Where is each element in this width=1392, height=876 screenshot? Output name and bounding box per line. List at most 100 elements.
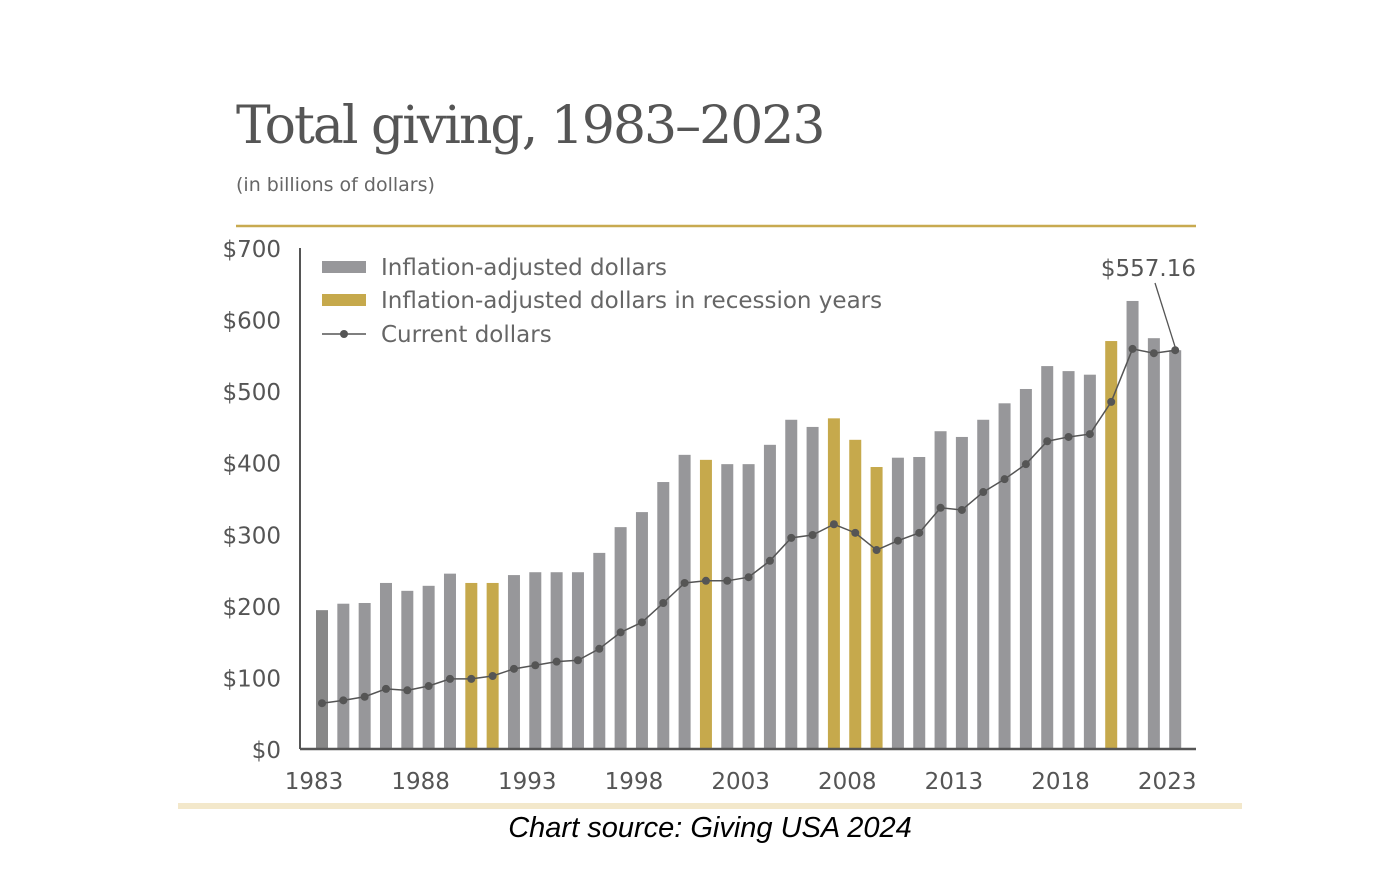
bar-recession xyxy=(699,459,712,749)
current-dollars-point xyxy=(637,618,646,627)
current-dollars-point xyxy=(616,628,625,637)
bar xyxy=(806,426,819,749)
bar-recession xyxy=(827,418,840,749)
bar xyxy=(614,527,627,749)
current-dollars-point xyxy=(787,533,796,542)
x-tick-label: 2023 xyxy=(1138,769,1197,795)
bar xyxy=(785,419,798,749)
bar xyxy=(657,482,670,749)
y-tick-label: $300 xyxy=(222,523,281,549)
bar xyxy=(1147,338,1160,749)
bar xyxy=(891,457,904,749)
current-dollars-point xyxy=(1128,344,1137,353)
bar-recession xyxy=(1105,341,1118,749)
y-tick-label: $200 xyxy=(222,595,281,621)
legend-marker xyxy=(340,330,348,338)
current-dollars-point xyxy=(467,674,476,683)
current-dollars-point xyxy=(1107,397,1116,406)
current-dollars-point xyxy=(381,684,390,693)
bar xyxy=(337,603,350,749)
current-dollars-point xyxy=(1149,349,1158,358)
bar xyxy=(998,403,1011,749)
current-dollars-point xyxy=(723,576,732,585)
current-dollars-point xyxy=(445,674,454,683)
current-dollars-point xyxy=(701,576,710,585)
legend-label: Inflation-adjusted dollars in recession … xyxy=(381,288,882,314)
bar xyxy=(316,610,328,749)
bar-recession xyxy=(849,439,862,749)
current-dollars-point xyxy=(552,657,561,666)
current-dollars-point xyxy=(659,598,668,607)
legend-label: Current dollars xyxy=(381,322,552,348)
bar xyxy=(1062,371,1075,749)
bar xyxy=(742,464,755,749)
current-dollars-point xyxy=(360,692,369,701)
current-dollars-point xyxy=(1021,460,1030,469)
x-tick-label: 2018 xyxy=(1031,769,1090,795)
current-dollars-point xyxy=(318,699,326,708)
bar-recession xyxy=(465,582,478,749)
bar xyxy=(422,585,435,749)
current-dollars-point xyxy=(1064,432,1073,441)
x-tick-label: 1993 xyxy=(498,769,557,795)
bar xyxy=(1083,374,1096,749)
current-dollars-point xyxy=(936,503,945,512)
y-tick-label: $100 xyxy=(222,666,281,692)
current-dollars-point xyxy=(979,488,988,497)
current-dollars-point xyxy=(829,520,838,529)
current-dollars-point xyxy=(893,536,902,545)
annotation-label: $557.16 xyxy=(1101,256,1196,282)
bar xyxy=(1169,350,1182,749)
bar xyxy=(507,575,520,749)
current-dollars-point xyxy=(808,531,817,540)
chart-title: Total giving, 1983–2023 xyxy=(236,96,825,156)
legend-swatch xyxy=(322,294,366,306)
y-tick-label: $700 xyxy=(222,237,281,263)
annotation-leader xyxy=(1154,282,1176,348)
current-dollars-point xyxy=(851,528,860,537)
current-dollars-point xyxy=(765,556,774,565)
legend-swatch xyxy=(322,261,366,273)
current-dollars-point xyxy=(595,644,604,653)
x-tick-label: 2013 xyxy=(925,769,984,795)
bar xyxy=(977,419,990,749)
chart-subtitle: (in billions of dollars) xyxy=(236,174,435,196)
bar xyxy=(763,444,776,749)
current-dollars-point xyxy=(915,528,924,537)
bar xyxy=(635,512,648,749)
current-dollars-point xyxy=(424,682,433,691)
bar xyxy=(443,573,456,749)
bar xyxy=(955,436,968,749)
current-dollars-point xyxy=(488,671,497,680)
x-tick-label: 1998 xyxy=(605,769,664,795)
current-dollars-point xyxy=(531,661,540,670)
bar xyxy=(401,590,414,749)
current-dollars-point xyxy=(1043,437,1052,446)
y-tick-label: $400 xyxy=(222,452,281,478)
bar xyxy=(1041,366,1054,749)
bar xyxy=(678,454,691,749)
bar-recession xyxy=(870,467,883,749)
chart-source: Chart source: Giving USA 2024 xyxy=(508,812,912,844)
bar xyxy=(934,431,947,749)
legend-label: Inflation-adjusted dollars xyxy=(381,255,667,281)
current-dollars-point xyxy=(339,696,348,705)
y-tick-label: $600 xyxy=(222,309,281,335)
current-dollars-point xyxy=(872,546,881,555)
x-tick-label: 1983 xyxy=(285,769,344,795)
bar xyxy=(913,456,926,749)
x-tick-label: 2008 xyxy=(818,769,877,795)
bar xyxy=(1126,300,1139,749)
current-dollars-point xyxy=(509,664,518,673)
current-dollars-point xyxy=(403,686,412,695)
bar xyxy=(529,572,542,749)
current-dollars-point xyxy=(573,656,582,665)
y-tick-label: $500 xyxy=(222,380,281,406)
bar xyxy=(1019,388,1032,749)
x-tick-label: 1988 xyxy=(391,769,450,795)
x-tick-label: 2003 xyxy=(711,769,770,795)
bar-recession xyxy=(486,582,499,749)
bar xyxy=(358,602,371,749)
bar xyxy=(379,582,392,749)
